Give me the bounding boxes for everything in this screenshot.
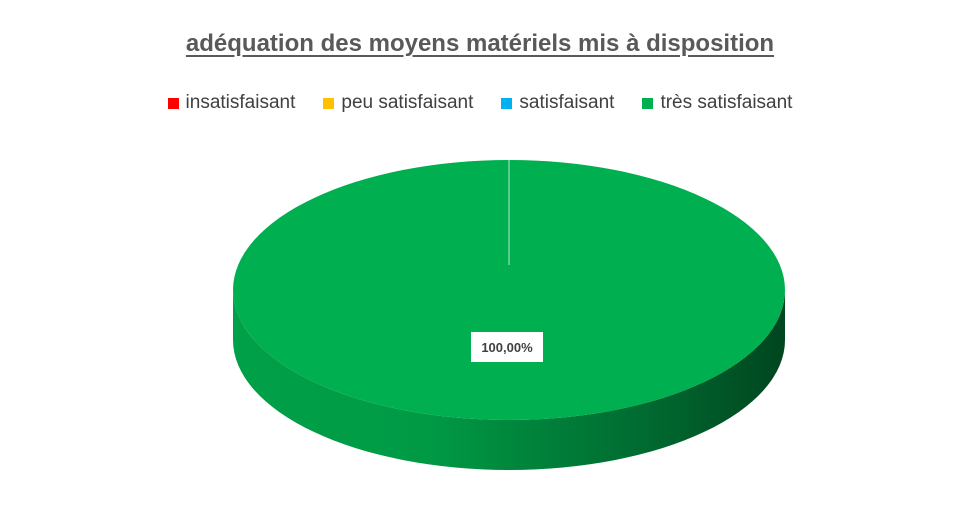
legend-item-insatisfaisant: insatisfaisant (167, 92, 296, 114)
legend-swatch-satisfaisant (501, 97, 513, 109)
pie-side (233, 290, 785, 470)
data-label-text: 100,00% (481, 340, 533, 355)
legend-item-satisfaisant: satisfaisant (501, 92, 614, 114)
legend-item-tres-satisfaisant: très satisfaisant (642, 92, 792, 114)
data-label-tr-s-satisfaisant: 100,00% (471, 332, 543, 362)
legend-swatch-tres-satisfaisant (642, 97, 654, 109)
legend-label-satisfaisant: satisfaisant (519, 92, 615, 113)
legend-swatch-insatisfaisant (167, 97, 179, 109)
legend-item-peu-satisfaisant: peu satisfaisant (323, 92, 473, 114)
data-label-box (471, 332, 543, 362)
pie-slice-tr-s-satisfaisant (233, 160, 785, 420)
chart-title: adéquation des moyens matériels mis à di… (185, 30, 775, 57)
legend-label-insatisfaisant: insatisfaisant (185, 92, 296, 113)
legend-label-tres-satisfaisant: très satisfaisant (660, 92, 793, 113)
chart-legend: insatisfaisant peu satisfaisant satisfai… (0, 92, 960, 114)
legend-label-peu-satisfaisant: peu satisfaisant (341, 92, 474, 113)
legend-swatch-peu-satisfaisant (323, 97, 335, 109)
